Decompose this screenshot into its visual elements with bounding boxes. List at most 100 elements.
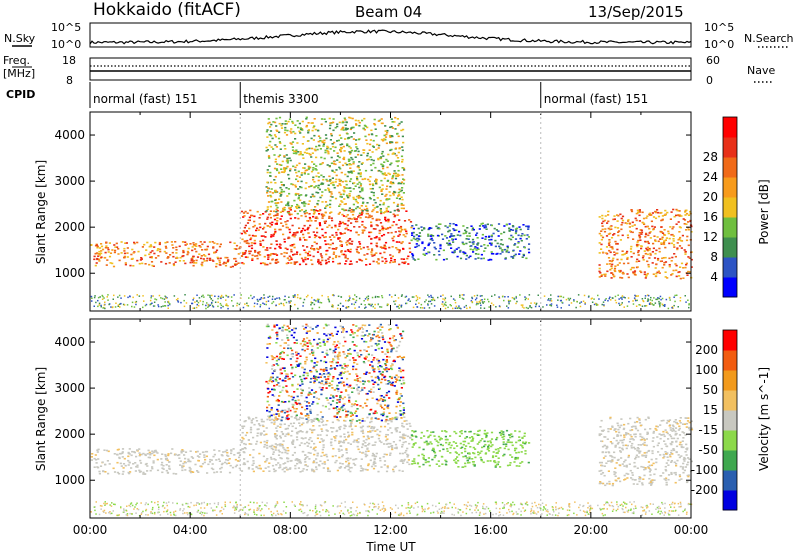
velocity-y-label: Slant Range [km] <box>34 367 48 471</box>
nsky-label: N.Sky <box>4 32 36 45</box>
y-tick-label: 1000 <box>54 266 85 280</box>
noise-line <box>89 29 692 45</box>
cpid-row: normal (fast) 151 themis 3300 normal (fast… <box>89 82 648 108</box>
cpid-segment-label: themis 3300 <box>243 92 318 106</box>
freq-panel <box>89 57 692 81</box>
y-tick-label: 4000 <box>54 128 85 142</box>
colorbar-swatch <box>723 430 737 451</box>
colorbar-swatch <box>723 137 737 158</box>
power-axes: 1000 2000 3000 4000 <box>54 112 692 311</box>
noise-tick-left-top: 10^5 <box>51 21 81 34</box>
colorbar-swatch <box>723 390 737 411</box>
colorbar-frame <box>722 329 738 511</box>
colorbar-swatch <box>723 350 737 371</box>
velocity-colorbar: 200 100 50 15 -15 -50 -100 -200 <box>691 329 738 511</box>
freq-tick-left-bottom: 8 <box>66 74 73 87</box>
near-range-clutter <box>90 501 693 517</box>
power-y-label: Slant Range [km] <box>34 160 48 264</box>
scatter-region <box>598 208 693 280</box>
x-tick-label: 16:00 <box>473 523 508 537</box>
velocity-colorbar-label: Velocity [m s^-1] <box>757 367 771 471</box>
cpid-segment-label: normal (fast) 151 <box>544 92 648 106</box>
cpid-segment-label: normal (fast) 151 <box>93 92 197 106</box>
x-axis-label: Time UT <box>365 540 416 554</box>
colorbar-swatch <box>723 177 737 198</box>
velocity-colorbar-tick: -200 <box>691 483 718 497</box>
colorbar-swatch <box>723 277 737 298</box>
noise-tick-left-bottom: 10^0 <box>51 38 81 51</box>
noise-trace <box>89 29 692 45</box>
scatter-region <box>598 416 694 487</box>
x-tick-label: 20:00 <box>574 523 609 537</box>
colorbar-swatch <box>723 197 737 218</box>
x-tick-label: 00:00 <box>674 523 709 537</box>
scatter-region <box>410 222 531 261</box>
freq-tick-left-top: 18 <box>62 54 76 67</box>
colorbar-frame <box>722 116 738 298</box>
power-colorbar-tick: 16 <box>703 210 718 224</box>
velocity-colorbar-tick: 15 <box>703 403 718 417</box>
station-title: Hokkaido (fitACF) <box>93 0 241 20</box>
power-colorbar-tick: 8 <box>710 250 718 264</box>
power-colorbar-tick: 4 <box>710 270 718 284</box>
x-tick-label: 04:00 <box>173 523 208 537</box>
nsearch-label: N.Search <box>744 32 794 45</box>
freq-label: Freq. <box>3 54 30 67</box>
colorbar-swatch <box>723 490 737 511</box>
colorbar-swatch <box>723 117 737 138</box>
near-range-clutter <box>90 294 690 310</box>
freq-unit-label: [MHz] <box>3 67 35 80</box>
x-tick-labels: 00:00 04:00 08:00 12:00 16:00 20:00 00:00 <box>73 523 709 537</box>
colorbar-swatch <box>723 157 737 178</box>
colorbar-swatch <box>723 217 737 238</box>
x-tick-label: 12:00 <box>373 523 408 537</box>
power-colorbar: 4 8 12 16 20 24 28 <box>703 116 738 298</box>
nave-label: Nave <box>747 64 775 77</box>
y-tick-label: 4000 <box>54 335 85 349</box>
power-colorbar-label: Power [dB] <box>757 179 771 244</box>
freq-tick-right-top: 60 <box>706 54 720 67</box>
scatter-region <box>265 116 406 215</box>
colorbar-swatch <box>723 330 737 351</box>
velocity-colorbar-tick: 100 <box>695 363 718 377</box>
cpid-label: CPID <box>6 88 35 101</box>
x-tick-label: 00:00 <box>73 523 108 537</box>
y-tick-label: 2000 <box>54 427 85 441</box>
beam-title: Beam 04 <box>355 3 422 21</box>
y-tick-label: 1000 <box>54 473 85 487</box>
noise-tick-right-bottom: 10^0 <box>704 38 734 51</box>
power-colorbar-tick: 24 <box>703 170 718 184</box>
power-colorbar-tick: 20 <box>703 190 718 204</box>
colorbar-swatch <box>723 410 737 431</box>
power-colorbar-tick: 28 <box>703 150 718 164</box>
scatter-region <box>90 241 242 268</box>
velocity-colorbar-tick: -15 <box>698 423 718 437</box>
y-tick-label: 2000 <box>54 220 85 234</box>
date-title: 13/Sep/2015 <box>588 3 684 21</box>
x-tick-label: 08:00 <box>273 523 308 537</box>
velocity-colorbar-tick: -50 <box>698 443 718 457</box>
scatter-region <box>240 208 413 266</box>
velocity-colorbar-tick: 200 <box>695 343 718 357</box>
velocity-scatter <box>90 323 694 517</box>
colorbar-swatch <box>723 470 737 491</box>
power-scatter <box>90 116 693 310</box>
colorbar-swatch <box>723 450 737 471</box>
velocity-axes: 1000 2000 3000 4000 <box>54 319 692 518</box>
scatter-region <box>240 415 412 473</box>
scatter-region <box>410 429 531 468</box>
colorbar-swatch <box>723 370 737 391</box>
scatter-region <box>90 448 243 475</box>
y-tick-label: 3000 <box>54 381 85 395</box>
colorbar-swatch <box>723 237 737 258</box>
velocity-colorbar-tick: 50 <box>703 383 718 397</box>
scatter-region <box>265 323 406 422</box>
power-colorbar-tick: 12 <box>703 230 718 244</box>
velocity-colorbar-tick: -100 <box>691 463 718 477</box>
freq-tick-right-bottom: 0 <box>706 74 713 87</box>
colorbar-swatch <box>723 257 737 278</box>
noise-tick-right-top: 10^5 <box>704 21 734 34</box>
y-tick-label: 3000 <box>54 174 85 188</box>
noise-panel <box>89 22 692 48</box>
